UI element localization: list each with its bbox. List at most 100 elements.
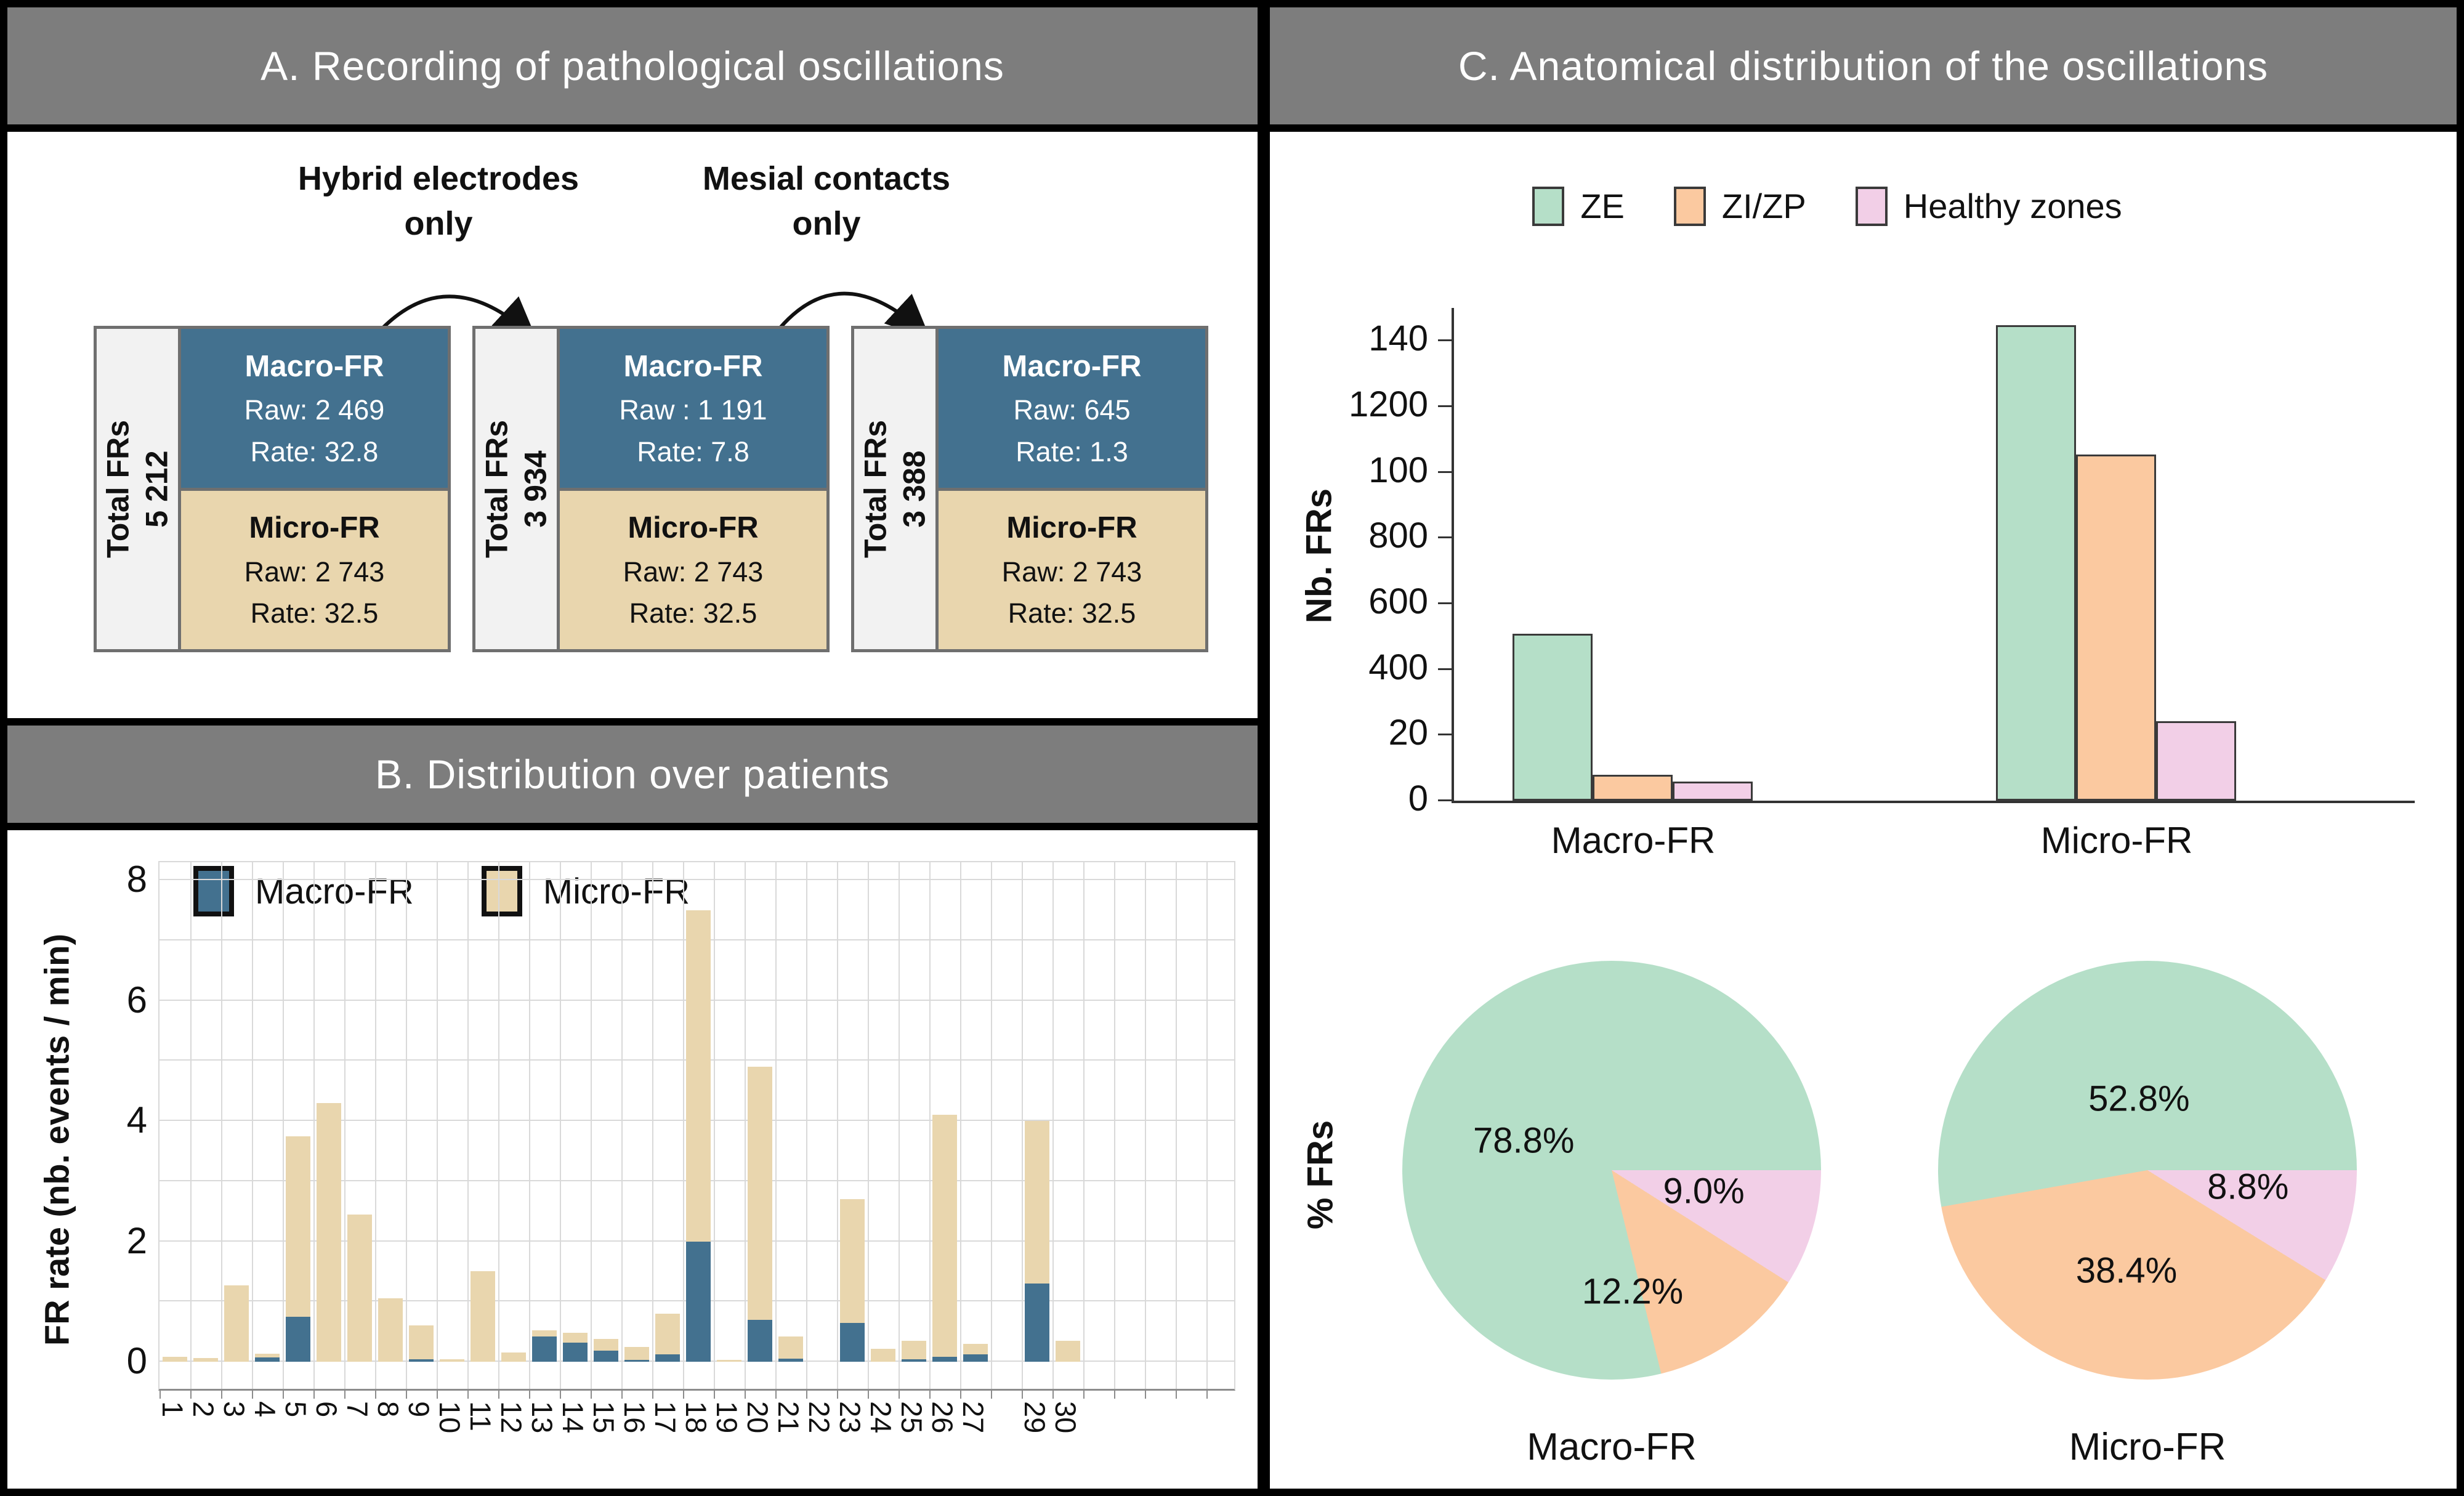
- x-tick-mark: [190, 1389, 192, 1399]
- gridline-v: [1052, 862, 1054, 1389]
- y-tick-mark-0: [1438, 799, 1453, 801]
- panel-c-header: C. Anatomical distribution of the oscill…: [1270, 7, 2457, 124]
- bar-micro-patient-24: [871, 1348, 895, 1362]
- bar-micro-patient-30: [1056, 1340, 1080, 1362]
- zizp-swatch-icon: [1673, 186, 1706, 226]
- gridline-v: [591, 862, 592, 1389]
- y-tick-label-1400: 140: [1368, 318, 1428, 359]
- bar-micro-patient-3: [224, 1285, 249, 1362]
- macro-fr-title: Macro-FR: [244, 349, 384, 383]
- bar-micro-patient-11: [471, 1271, 495, 1362]
- gridline-v: [1114, 862, 1115, 1389]
- micro-fr-raw: Raw: 2 743: [623, 556, 764, 588]
- micro-fr-title: Micro-FR: [1006, 511, 1137, 544]
- x-tick-label-6: 6: [310, 1401, 343, 1418]
- bar-macro-patient-25: [902, 1359, 926, 1362]
- x-tick-mark: [991, 1389, 992, 1399]
- flow-label-mesial: Mesial contacts only: [636, 156, 1017, 246]
- gridline-v: [313, 862, 315, 1389]
- x-tick-mark: [929, 1389, 931, 1399]
- bar-macro-patient-20: [748, 1319, 772, 1362]
- total-frs-label: Total FRs: [100, 419, 135, 559]
- micro-fr-pie-chart: 52.8% 38.4% 8.8%: [1938, 961, 2357, 1380]
- y-tick-label-600: 600: [1368, 581, 1428, 621]
- gridline-v: [868, 862, 869, 1389]
- bar-micro-patient-25: [902, 1340, 926, 1360]
- y-tick-mark-1400: [1438, 339, 1453, 342]
- x-tick-mark: [406, 1389, 407, 1399]
- panel-b-y-axis-label: FR rate (nb. events / min): [37, 934, 76, 1346]
- x-tick-label-27: 27: [957, 1401, 990, 1434]
- y-tick-label-0: 0: [126, 1340, 147, 1382]
- panel-a-title: A. Recording of pathological oscillation…: [261, 43, 1004, 89]
- x-tick-label-19: 19: [711, 1401, 743, 1434]
- flow-label-mesial-line2: only: [792, 204, 861, 242]
- bar-macro-patient-15: [594, 1351, 618, 1362]
- recording-box-1: Total FRs 5 212 Macro-FR Raw: 2 469 Rate…: [94, 326, 451, 652]
- x-tick-label-8: 8: [372, 1401, 405, 1418]
- bar-macro-patient-18: [686, 1241, 711, 1362]
- x-tick-label-11: 11: [464, 1401, 497, 1431]
- gridline-v: [621, 862, 623, 1389]
- x-tick-mark: [1114, 1389, 1115, 1399]
- bar-micro-patient-27: [963, 1343, 988, 1355]
- bar-healthy-zones-micro-fr: [2156, 721, 2236, 801]
- micro-fr-title: Micro-FR: [249, 511, 380, 544]
- x-tick-label-21: 21: [772, 1401, 805, 1434]
- bar-micro-patient-15: [594, 1338, 618, 1351]
- bar-ze-micro-fr: [1996, 325, 2076, 801]
- recording-boxes: Total FRs 5 212 Macro-FR Raw: 2 469 Rate…: [94, 326, 1208, 652]
- x-tick-mark: [591, 1389, 592, 1399]
- legend-item-zizp: ZI/ZP: [1673, 186, 1806, 226]
- y-tick-label-1200: 1200: [1348, 384, 1428, 424]
- gridline-v: [529, 862, 530, 1389]
- bar-zi-zp-micro-fr: [2076, 455, 2156, 801]
- legend-item-healthy: Healthy zones: [1855, 186, 2122, 226]
- flow-label-hybrid-line2: only: [404, 204, 473, 242]
- pie-caption-macro: Macro-FR: [1527, 1426, 1697, 1468]
- bar-macro-patient-4: [255, 1357, 280, 1362]
- y-tick-mark-200: [1438, 734, 1453, 736]
- total-frs-value: 3 934: [518, 450, 552, 528]
- micro-fr-title: Micro-FR: [628, 511, 759, 544]
- x-tick-label-12: 12: [495, 1401, 528, 1434]
- pie-label-zizp-micro: 38.4%: [2075, 1250, 2178, 1291]
- x-tick-label-30: 30: [1049, 1401, 1082, 1434]
- micro-fr-cell-2: Micro-FR Raw: 2 743 Rate: 32.5: [560, 490, 826, 649]
- bar-macro-patient-9: [409, 1359, 434, 1362]
- x-tick-mark: [714, 1389, 715, 1399]
- total-frs-label: Total FRs: [479, 419, 514, 559]
- x-tick-mark: [560, 1389, 561, 1399]
- bar-macro-patient-29: [1025, 1284, 1049, 1362]
- bar-micro-patient-7: [347, 1214, 372, 1362]
- gridline-v: [560, 862, 561, 1389]
- x-tick-mark: [899, 1389, 900, 1399]
- legend-label-ze: ZE: [1580, 187, 1625, 225]
- total-frs-label: Total FRs: [858, 419, 893, 559]
- recording-box-3: Total FRs 3 388 Macro-FR Raw: 645 Rate: …: [851, 326, 1208, 652]
- pie-label-ze-macro: 78.8%: [1472, 1120, 1575, 1161]
- bar-micro-patient-17: [655, 1313, 680, 1355]
- x-tick-label-25: 25: [895, 1401, 928, 1434]
- patients-bar-chart: Macro-FR Micro-FR 1 2 3 4 5 6 7 8 9 10 11 12 13 14 15 1…: [127, 859, 1235, 1433]
- y-tick-label-4: 4: [126, 1099, 147, 1141]
- micro-fr-raw: Raw: 2 743: [244, 556, 385, 588]
- macro-fr-raw: Raw: 645: [1013, 394, 1131, 426]
- total-frs-cell-2: Total FRs 3 934: [475, 329, 560, 649]
- bar-micro-patient-10: [440, 1359, 464, 1362]
- macro-fr-cell-1: Macro-FR Raw: 2 469 Rate: 32.8: [181, 329, 448, 491]
- panel-b-header: B. Distribution over patients: [7, 726, 1258, 823]
- pie-label-healthy-macro: 9.0%: [1663, 1171, 1745, 1211]
- x-tick-label-23: 23: [834, 1401, 866, 1434]
- x-tick-label-10: 10: [434, 1401, 466, 1434]
- bar-micro-patient-1: [163, 1357, 187, 1362]
- macro-fr-cell-2: Macro-FR Raw : 1 191 Rate: 7.8: [560, 329, 826, 491]
- x-tick-label-1: 1: [156, 1401, 189, 1418]
- gridline-v: [498, 862, 499, 1389]
- legend-item-ze: ZE: [1532, 186, 1625, 226]
- x-tick-mark: [683, 1389, 684, 1399]
- macro-fr-raw: Raw: 2 469: [244, 394, 385, 426]
- x-tick-label-3: 3: [218, 1401, 251, 1418]
- macro-fr-rate: Rate: 7.8: [637, 435, 749, 467]
